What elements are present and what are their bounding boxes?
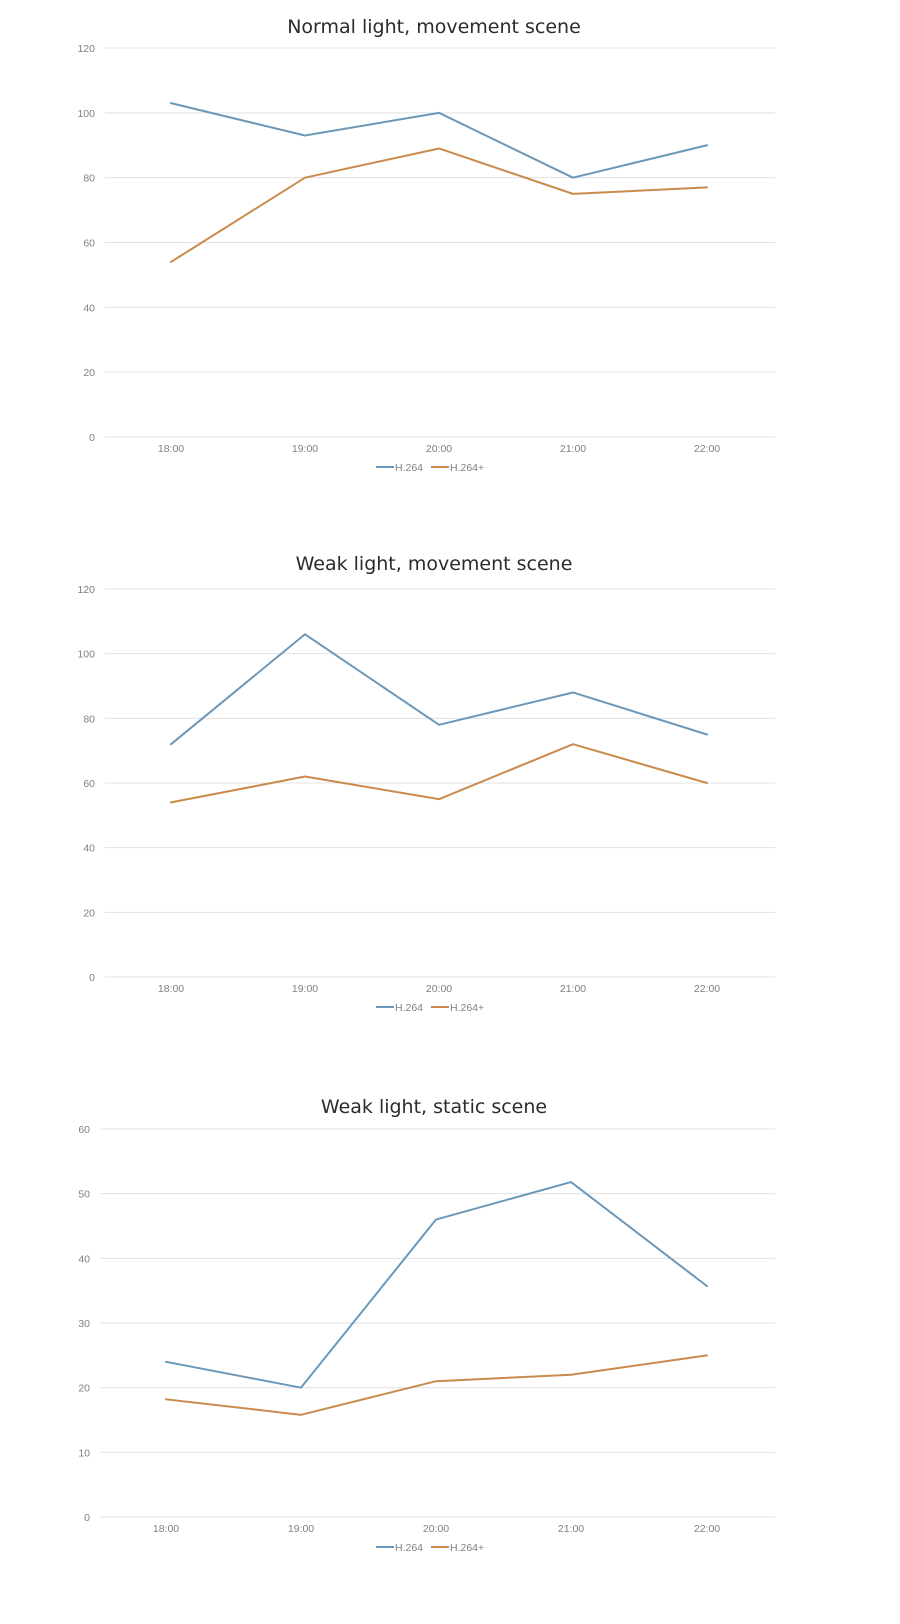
y-tick-label: 0 — [89, 432, 95, 444]
chart-title: Weak light, static scene — [321, 1096, 547, 1118]
y-tick-label: 40 — [83, 302, 95, 314]
x-tick-label: 21:00 — [560, 983, 586, 995]
y-tick-label: 40 — [78, 1253, 90, 1265]
y-tick-label: 20 — [83, 907, 95, 919]
y-tick-label: 60 — [83, 778, 95, 790]
legend-label: H.264 — [395, 1002, 423, 1014]
x-tick-label: 18:00 — [153, 1523, 179, 1535]
series-line-h-264 — [170, 743, 708, 804]
x-tick-label: 20:00 — [426, 443, 452, 455]
chart-title: Weak light, movement scene — [296, 553, 573, 575]
x-tick-label: 18:00 — [158, 983, 184, 995]
y-tick-label: 40 — [83, 843, 95, 855]
y-tick-label: 80 — [83, 173, 95, 185]
series-line-h-264 — [170, 147, 708, 263]
legend-label: H.264+ — [450, 462, 484, 474]
y-tick-label: 100 — [77, 108, 95, 120]
legend-label: H.264+ — [450, 1002, 484, 1014]
legend-label: H.264+ — [450, 1542, 484, 1554]
y-tick-label: 0 — [84, 1512, 90, 1524]
y-tick-label: 50 — [78, 1189, 90, 1201]
x-tick-label: 20:00 — [426, 983, 452, 995]
x-tick-label: 21:00 — [558, 1523, 584, 1535]
line-chart-1: Normal light, movement scene 0 20 40 60 80 100… — [77, 16, 775, 474]
legend-label: H.264 — [395, 1542, 423, 1554]
series-line-h-264 — [170, 633, 708, 746]
y-tick-label: 80 — [83, 713, 95, 725]
series-line-h-264 — [165, 1181, 708, 1389]
x-tick-label: 22:00 — [694, 983, 720, 995]
x-tick-label: 20:00 — [423, 1523, 449, 1535]
y-tick-label: 30 — [78, 1318, 90, 1330]
x-tick-label: 19:00 — [292, 983, 318, 995]
legend-label: H.264 — [395, 462, 423, 474]
y-tick-label: 10 — [78, 1447, 90, 1459]
x-tick-label: 21:00 — [560, 443, 586, 455]
line-chart-3: Weak light, static scene 0 10 20 30 40 50 60 18:… — [78, 1096, 775, 1554]
x-tick-label: 19:00 — [288, 1523, 314, 1535]
y-tick-label: 20 — [78, 1383, 90, 1395]
y-tick-label: 20 — [83, 367, 95, 379]
x-tick-label: 18:00 — [158, 443, 184, 455]
y-tick-label: 0 — [89, 972, 95, 984]
y-tick-label: 60 — [78, 1124, 90, 1136]
x-tick-label: 22:00 — [694, 443, 720, 455]
series-line-h-264 — [165, 1354, 708, 1416]
line-chart-2: Weak light, movement scene 0 20 40 60 80 100 12… — [77, 553, 775, 1014]
x-tick-label: 22:00 — [694, 1523, 720, 1535]
y-tick-label: 60 — [83, 238, 95, 250]
y-tick-label: 100 — [77, 649, 95, 661]
y-tick-label: 120 — [77, 43, 95, 55]
series-line-h-264 — [170, 102, 708, 179]
chart-title: Normal light, movement scene — [287, 16, 581, 38]
y-tick-label: 120 — [77, 584, 95, 596]
x-tick-label: 19:00 — [292, 443, 318, 455]
